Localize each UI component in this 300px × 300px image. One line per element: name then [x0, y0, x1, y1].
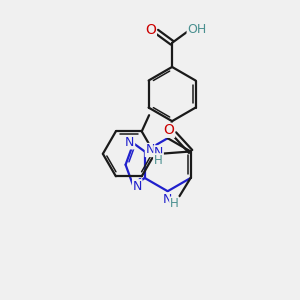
Text: O: O — [164, 123, 175, 137]
Text: H: H — [170, 197, 178, 210]
Text: OH: OH — [187, 23, 206, 36]
Text: O: O — [146, 22, 156, 37]
Text: N: N — [145, 143, 155, 157]
Text: N: N — [133, 180, 142, 193]
Text: H: H — [154, 154, 163, 167]
Text: N: N — [125, 136, 135, 149]
Text: N: N — [162, 193, 172, 206]
Text: N: N — [154, 146, 163, 159]
